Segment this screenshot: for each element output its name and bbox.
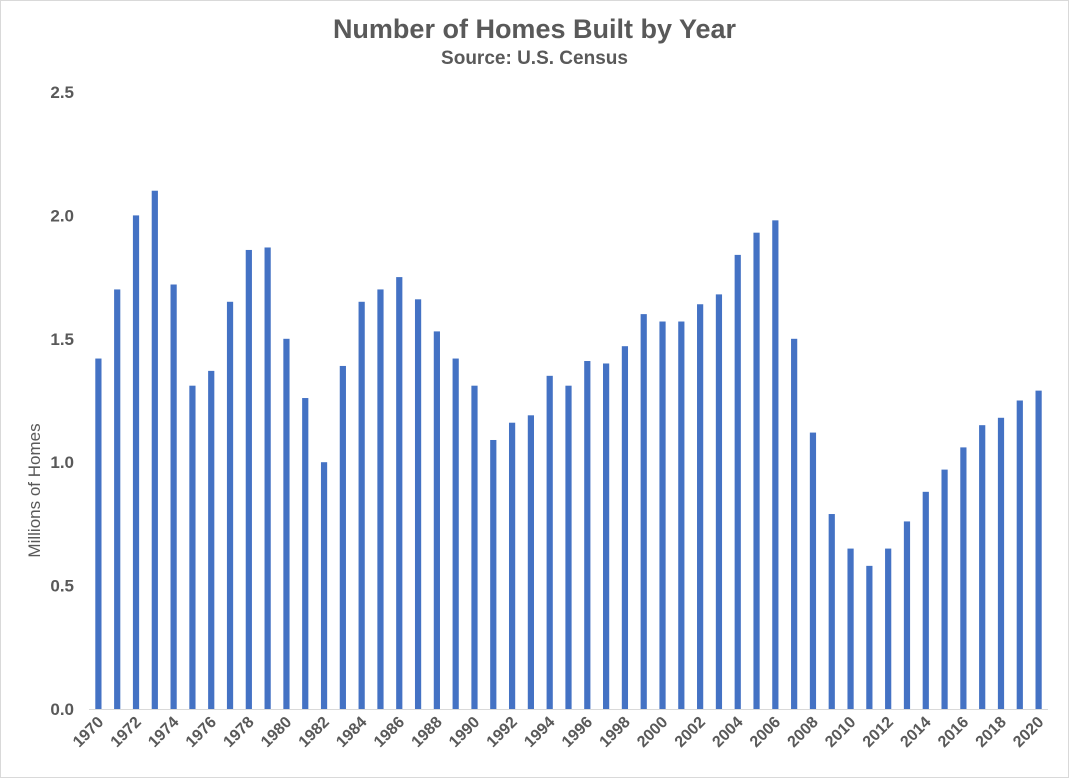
bar-1974 (170, 284, 177, 709)
bar-1981 (302, 398, 309, 709)
bar-1979 (264, 247, 271, 710)
bar-1989 (452, 358, 459, 709)
x-tick-label: 2006 (747, 714, 784, 751)
bar-2003 (715, 294, 723, 709)
x-tick-label: 1992 (484, 714, 521, 751)
bar-2010 (847, 548, 854, 709)
x-tick-label: 2014 (897, 714, 934, 751)
bar-1976 (208, 370, 215, 709)
x-tick-label: 2004 (709, 714, 746, 751)
x-tick-label: 1984 (333, 714, 370, 751)
bar-1997 (603, 363, 610, 709)
bar-1988 (433, 331, 440, 709)
bar-2008 (809, 432, 817, 709)
x-tick-label: 1998 (597, 714, 634, 751)
y-tick-label: 1.0 (50, 453, 74, 472)
bar-2000 (659, 321, 666, 709)
x-tick-label: 1996 (559, 714, 596, 751)
bar-1980 (283, 338, 290, 709)
x-tick-label: 1972 (108, 714, 145, 751)
x-tick-label: 2000 (634, 714, 671, 751)
x-tick-label: 2012 (860, 714, 897, 751)
bar-1986 (396, 277, 403, 709)
bar-2011 (866, 565, 873, 709)
bar-1972 (132, 215, 140, 709)
x-tick-label: 2018 (973, 714, 1010, 751)
bar-2012 (885, 548, 892, 709)
bar-2007 (791, 338, 798, 709)
y-axis-tick-labels: 0.0 0.5 1.0 1.5 2.0 2.5 (50, 83, 74, 719)
x-tick-label: 1980 (258, 714, 295, 751)
bar-1975 (189, 385, 196, 709)
x-tick-label: 1988 (409, 714, 446, 751)
bar-1995 (565, 385, 572, 709)
x-tick-label: 1970 (70, 714, 107, 751)
bar-1985 (377, 289, 384, 709)
x-tick-label: 1994 (521, 714, 558, 751)
bar-2002 (697, 304, 704, 709)
y-tick-label: 0.5 (50, 577, 74, 596)
x-tick-label: 1990 (446, 714, 483, 751)
bar-1998 (621, 346, 629, 709)
bar-1984 (358, 301, 365, 709)
y-axis-title: Millions of Homes (25, 423, 44, 557)
x-tick-label: 2016 (935, 714, 972, 751)
y-tick-label: 0.0 (50, 700, 74, 719)
y-tick-label: 2.0 (50, 206, 74, 225)
bar-1971 (114, 289, 121, 709)
bar-1992 (508, 422, 516, 709)
x-tick-label: 2020 (1010, 714, 1047, 751)
bar-2015 (941, 469, 948, 709)
bar-2017 (979, 425, 986, 709)
bar-1987 (414, 299, 422, 709)
bar-2018 (997, 417, 1005, 709)
y-tick-label: 2.5 (50, 83, 74, 102)
bar-2014 (922, 491, 929, 709)
x-tick-label: 2008 (785, 714, 822, 751)
x-tick-label: 2002 (672, 714, 709, 751)
bar-1991 (490, 439, 497, 709)
bar-1977 (226, 301, 234, 709)
bar-1973 (151, 190, 158, 710)
x-tick-label: 2010 (822, 714, 859, 751)
chart-title: Number of Homes Built by Year (332, 14, 737, 44)
bar-2004 (734, 254, 741, 709)
bar-series (95, 190, 1042, 710)
bar-1982 (320, 462, 328, 709)
bar-2009 (828, 514, 835, 709)
bar-1993 (527, 415, 534, 709)
bar-2020 (1035, 390, 1042, 709)
bar-1994 (546, 375, 553, 709)
chart-subtitle: Source: U.S. Census (441, 48, 628, 69)
bar-1996 (584, 361, 591, 709)
bar-2006 (772, 220, 779, 709)
bar-1999 (640, 314, 647, 709)
x-tick-label: 1986 (371, 714, 408, 751)
bar-2019 (1016, 400, 1023, 709)
x-tick-label: 1978 (220, 714, 257, 751)
y-tick-label: 1.5 (50, 330, 74, 349)
bar-1978 (245, 249, 252, 709)
bar-1970 (95, 358, 102, 709)
bar-1990 (471, 385, 478, 709)
x-axis-tick-labels: 1970 1972 1974 1976 1978 1980 1982 1984 1986 1988… (70, 714, 1047, 751)
bar-2005 (753, 232, 760, 709)
x-tick-label: 1982 (296, 714, 333, 751)
x-tick-label: 1974 (145, 714, 182, 751)
bar-2016 (960, 447, 967, 709)
x-tick-label: 1976 (183, 714, 220, 751)
bar-2001 (678, 321, 685, 709)
bar-2013 (903, 521, 911, 709)
bar-1983 (339, 365, 346, 709)
